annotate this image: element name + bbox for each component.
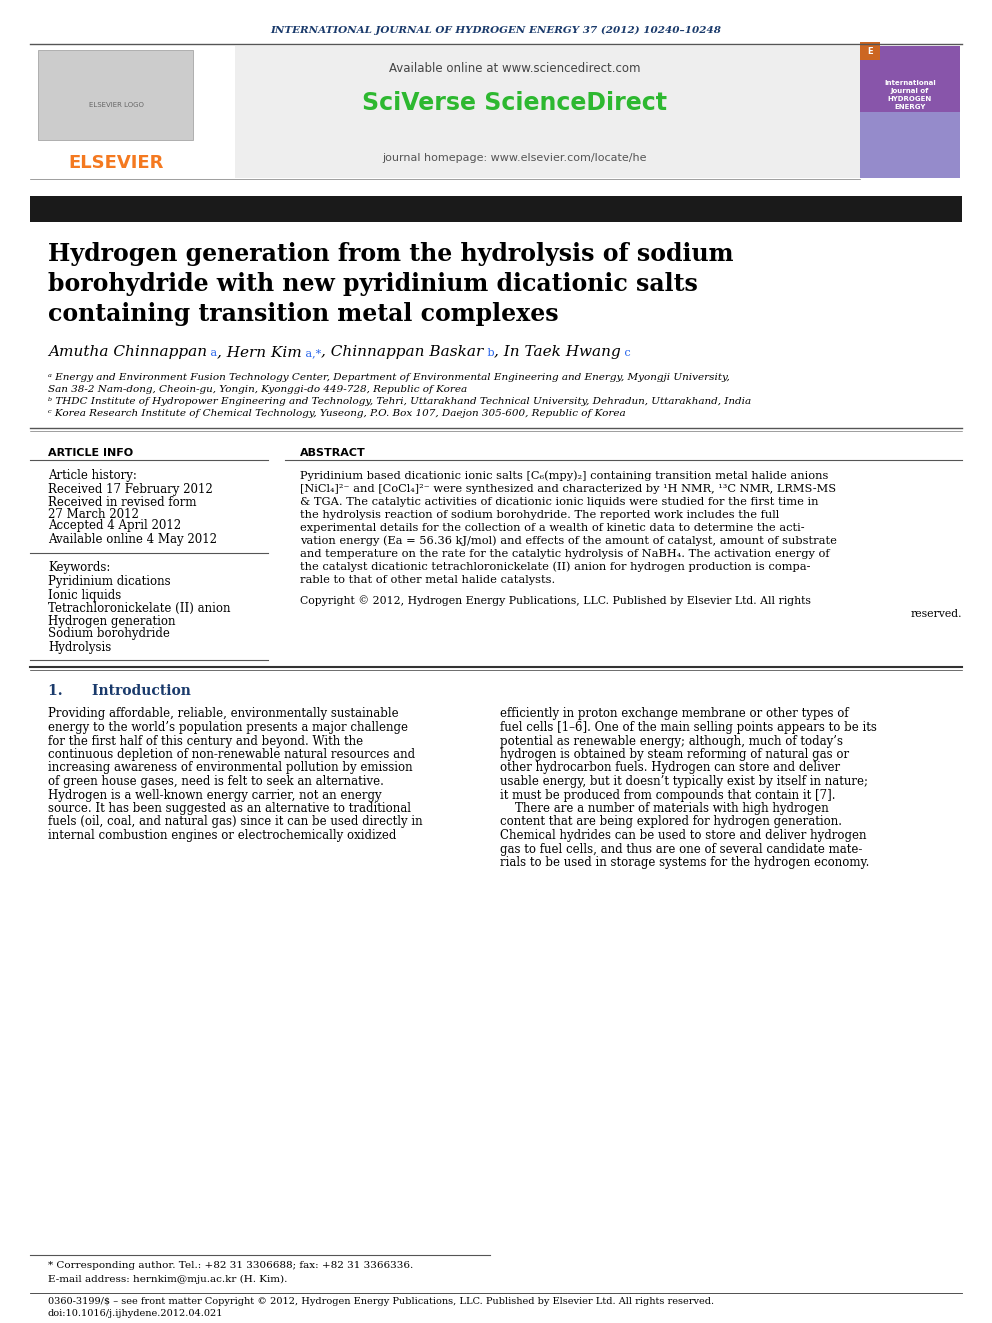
Bar bbox=[860, 112, 960, 179]
Text: fuel cells [1–6]. One of the main selling points appears to be its: fuel cells [1–6]. One of the main sellin… bbox=[500, 721, 877, 734]
Text: ELSEVIER LOGO: ELSEVIER LOGO bbox=[88, 102, 144, 108]
Text: continuous depletion of non-renewable natural resources and: continuous depletion of non-renewable na… bbox=[48, 747, 415, 761]
Bar bbox=[30, 46, 235, 179]
Text: & TGA. The catalytic activities of dicationic ionic liquids were studied for the: & TGA. The catalytic activities of dicat… bbox=[300, 497, 818, 507]
Text: INTERNATIONAL JOURNAL OF HYDROGEN ENERGY 37 (2012) 10240–10248: INTERNATIONAL JOURNAL OF HYDROGEN ENERGY… bbox=[271, 25, 721, 34]
Text: There are a number of materials with high hydrogen: There are a number of materials with hig… bbox=[500, 802, 828, 815]
Text: Hydrolysis: Hydrolysis bbox=[48, 640, 111, 654]
Text: [NiCl₄]²⁻ and [CoCl₄]²⁻ were synthesized and characterized by ¹H NMR, ¹³C NMR, L: [NiCl₄]²⁻ and [CoCl₄]²⁻ were synthesized… bbox=[300, 484, 836, 493]
Text: it must be produced from compounds that contain it [7].: it must be produced from compounds that … bbox=[500, 789, 835, 802]
Text: energy to the world’s population presents a major challenge: energy to the world’s population present… bbox=[48, 721, 408, 734]
Text: a,*: a,* bbox=[302, 348, 321, 359]
Text: ᵃ Energy and Environment Fusion Technology Center, Department of Environmental E: ᵃ Energy and Environment Fusion Technolo… bbox=[48, 373, 730, 382]
Text: of green house gases, need is felt to seek an alternative.: of green house gases, need is felt to se… bbox=[48, 775, 384, 789]
Text: Hydrogen generation: Hydrogen generation bbox=[48, 614, 176, 627]
Text: hydrogen is obtained by steam reforming of natural gas or: hydrogen is obtained by steam reforming … bbox=[500, 747, 849, 761]
Text: Accepted 4 April 2012: Accepted 4 April 2012 bbox=[48, 520, 182, 532]
Text: Chemical hydrides can be used to store and deliver hydrogen: Chemical hydrides can be used to store a… bbox=[500, 830, 866, 841]
Text: * Corresponding author. Tel.: +82 31 3306688; fax: +82 31 3366336.: * Corresponding author. Tel.: +82 31 330… bbox=[48, 1262, 414, 1270]
Text: Ionic liquids: Ionic liquids bbox=[48, 589, 121, 602]
Text: other hydrocarbon fuels. Hydrogen can store and deliver: other hydrocarbon fuels. Hydrogen can st… bbox=[500, 762, 840, 774]
Text: rials to be used in storage systems for the hydrogen economy.: rials to be used in storage systems for … bbox=[500, 856, 869, 869]
Text: experimental details for the collection of a wealth of kinetic data to determine: experimental details for the collection … bbox=[300, 523, 805, 533]
Text: ELSEVIER: ELSEVIER bbox=[68, 153, 164, 172]
Text: and temperature on the rate for the catalytic hydrolysis of NaBH₄. The activatio: and temperature on the rate for the cata… bbox=[300, 549, 829, 560]
Text: San 38-2 Nam-dong, Cheoin-gu, Yongin, Kyonggi-do 449-728, Republic of Korea: San 38-2 Nam-dong, Cheoin-gu, Yongin, Ky… bbox=[48, 385, 467, 394]
Text: c: c bbox=[621, 348, 631, 359]
Text: Pyridinium dications: Pyridinium dications bbox=[48, 576, 171, 589]
Text: Copyright © 2012, Hydrogen Energy Publications, LLC. Published by Elsevier Ltd. : Copyright © 2012, Hydrogen Energy Public… bbox=[300, 595, 810, 606]
Bar bbox=[860, 46, 960, 179]
Text: b: b bbox=[483, 348, 494, 359]
Text: doi:10.1016/j.ijhydene.2012.04.021: doi:10.1016/j.ijhydene.2012.04.021 bbox=[48, 1308, 223, 1318]
Text: 27 March 2012: 27 March 2012 bbox=[48, 508, 139, 520]
Text: , In Taek Hwang: , In Taek Hwang bbox=[494, 345, 621, 359]
Text: vation energy (Ea = 56.36 kJ/mol) and effects of the amount of catalyst, amount : vation energy (Ea = 56.36 kJ/mol) and ef… bbox=[300, 536, 837, 546]
Text: , Chinnappan Baskar: , Chinnappan Baskar bbox=[321, 345, 483, 359]
Text: potential as renewable energy; although, much of today’s: potential as renewable energy; although,… bbox=[500, 734, 843, 747]
Text: Amutha Chinnappan: Amutha Chinnappan bbox=[48, 345, 207, 359]
Bar bbox=[30, 46, 860, 179]
Text: a: a bbox=[207, 348, 217, 359]
Text: , Hern Kim: , Hern Kim bbox=[217, 345, 302, 359]
Text: fuels (oil, coal, and natural gas) since it can be used directly in: fuels (oil, coal, and natural gas) since… bbox=[48, 815, 423, 828]
Text: SciVerse ScienceDirect: SciVerse ScienceDirect bbox=[362, 91, 668, 115]
Text: Hydrogen generation from the hydrolysis of sodium: Hydrogen generation from the hydrolysis … bbox=[48, 242, 733, 266]
Text: Article history:: Article history: bbox=[48, 470, 137, 483]
Text: content that are being explored for hydrogen generation.: content that are being explored for hydr… bbox=[500, 815, 842, 828]
Text: Available online 4 May 2012: Available online 4 May 2012 bbox=[48, 532, 217, 545]
Text: E-mail address: hernkim@mju.ac.kr (H. Kim).: E-mail address: hernkim@mju.ac.kr (H. Ki… bbox=[48, 1274, 288, 1283]
Text: ABSTRACT: ABSTRACT bbox=[300, 448, 366, 458]
Text: Pyridinium based dicationic ionic salts [C₆(mpy)₂] containing transition metal h: Pyridinium based dicationic ionic salts … bbox=[300, 471, 828, 482]
Text: increasing awareness of environmental pollution by emission: increasing awareness of environmental po… bbox=[48, 762, 413, 774]
Text: 1.      Introduction: 1. Introduction bbox=[48, 684, 190, 699]
Text: Providing affordable, reliable, environmentally sustainable: Providing affordable, reliable, environm… bbox=[48, 708, 399, 721]
Text: rable to that of other metal halide catalysts.: rable to that of other metal halide cata… bbox=[300, 576, 556, 585]
Text: the catalyst dicationic tetrachloronickelate (II) anion for hydrogen production : the catalyst dicationic tetrachloronicke… bbox=[300, 562, 810, 573]
Text: gas to fuel cells, and thus are one of several candidate mate-: gas to fuel cells, and thus are one of s… bbox=[500, 843, 862, 856]
Text: internal combustion engines or electrochemically oxidized: internal combustion engines or electroch… bbox=[48, 830, 397, 841]
Text: borohydride with new pyridinium dicationic salts: borohydride with new pyridinium dication… bbox=[48, 273, 698, 296]
Text: for the first half of this century and beyond. With the: for the first half of this century and b… bbox=[48, 734, 363, 747]
Text: Tetrachloronickelate (II) anion: Tetrachloronickelate (II) anion bbox=[48, 602, 230, 614]
Bar bbox=[860, 42, 880, 60]
Text: containing transition metal complexes: containing transition metal complexes bbox=[48, 302, 558, 325]
Text: ᶜ Korea Research Institute of Chemical Technology, Yuseong, P.O. Box 107, Daejon: ᶜ Korea Research Institute of Chemical T… bbox=[48, 410, 626, 418]
Text: Received 17 February 2012: Received 17 February 2012 bbox=[48, 483, 212, 496]
Bar bbox=[30, 196, 962, 222]
Text: source. It has been suggested as an alternative to traditional: source. It has been suggested as an alte… bbox=[48, 802, 411, 815]
Text: Hydrogen is a well-known energy carrier, not an energy: Hydrogen is a well-known energy carrier,… bbox=[48, 789, 382, 802]
Text: 0360-3199/$ – see front matter Copyright © 2012, Hydrogen Energy Publications, L: 0360-3199/$ – see front matter Copyright… bbox=[48, 1298, 714, 1307]
Text: ARTICLE INFO: ARTICLE INFO bbox=[48, 448, 133, 458]
Text: Received in revised form: Received in revised form bbox=[48, 496, 196, 508]
Text: E: E bbox=[867, 48, 873, 57]
Text: journal homepage: www.elsevier.com/locate/he: journal homepage: www.elsevier.com/locat… bbox=[383, 153, 647, 163]
Text: ᵇ THDC Institute of Hydropower Engineering and Technology, Tehri, Uttarakhand Te: ᵇ THDC Institute of Hydropower Engineeri… bbox=[48, 397, 751, 406]
Text: usable energy, but it doesn’t typically exist by itself in nature;: usable energy, but it doesn’t typically … bbox=[500, 775, 868, 789]
Text: efficiently in proton exchange membrane or other types of: efficiently in proton exchange membrane … bbox=[500, 708, 848, 721]
Text: the hydrolysis reaction of sodium borohydride. The reported work includes the fu: the hydrolysis reaction of sodium borohy… bbox=[300, 509, 780, 520]
Text: International
Journal of
HYDROGEN
ENERGY: International Journal of HYDROGEN ENERGY bbox=[884, 79, 935, 110]
Bar bbox=[38, 50, 193, 140]
Text: Available online at www.sciencedirect.com: Available online at www.sciencedirect.co… bbox=[389, 61, 641, 74]
Text: Keywords:: Keywords: bbox=[48, 561, 110, 574]
Text: reserved.: reserved. bbox=[911, 609, 962, 619]
Text: Sodium borohydride: Sodium borohydride bbox=[48, 627, 170, 640]
